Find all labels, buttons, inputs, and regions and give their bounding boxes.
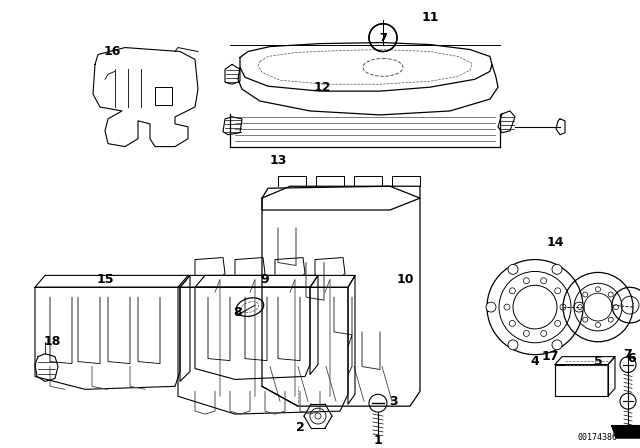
Circle shape	[574, 302, 584, 312]
Text: 2: 2	[296, 422, 305, 435]
Circle shape	[508, 340, 518, 350]
Circle shape	[552, 340, 562, 350]
Text: 10: 10	[396, 273, 413, 286]
Polygon shape	[612, 426, 640, 438]
Text: 7: 7	[379, 33, 387, 43]
Text: 7: 7	[379, 33, 387, 43]
Text: 00174386: 00174386	[578, 433, 618, 442]
Text: 12: 12	[313, 81, 331, 94]
Text: 3: 3	[390, 395, 398, 408]
Text: 8: 8	[234, 306, 243, 319]
Circle shape	[508, 264, 518, 274]
Text: 13: 13	[269, 154, 287, 167]
Text: 7: 7	[623, 348, 632, 361]
Text: 14: 14	[547, 236, 564, 249]
Text: 1: 1	[374, 435, 382, 448]
Text: 16: 16	[103, 45, 121, 58]
Text: 4: 4	[531, 355, 540, 368]
Text: 11: 11	[421, 11, 439, 24]
Text: 15: 15	[96, 273, 114, 286]
Circle shape	[486, 302, 496, 312]
Circle shape	[552, 264, 562, 274]
Text: 17: 17	[541, 350, 559, 363]
Text: 9: 9	[260, 273, 269, 286]
Text: 5: 5	[594, 355, 602, 368]
Text: 6: 6	[628, 352, 636, 365]
Text: 18: 18	[44, 335, 61, 348]
